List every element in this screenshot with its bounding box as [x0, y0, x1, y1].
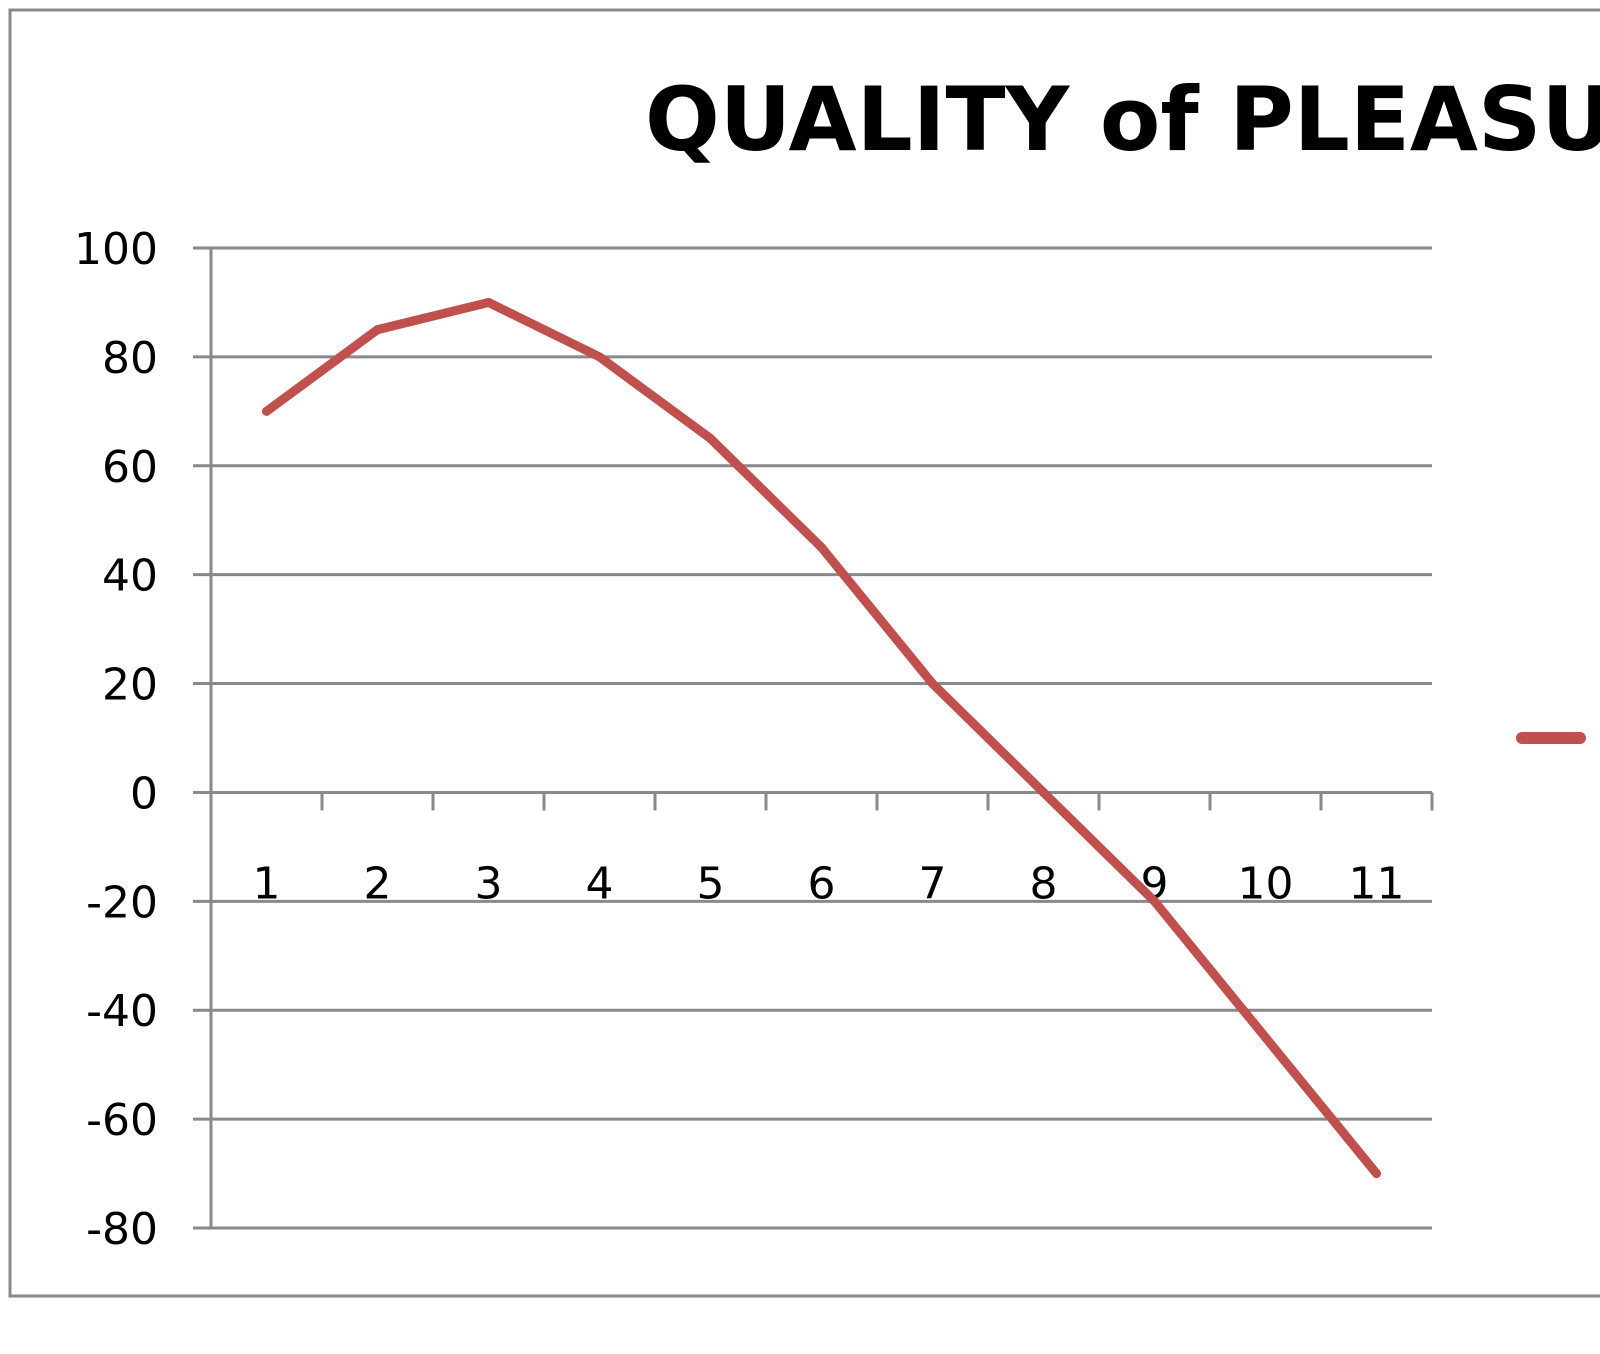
x-tick-label: 3 [475, 858, 503, 909]
x-tick-label: 11 [1349, 858, 1405, 909]
data-point [262, 406, 271, 416]
data-point [484, 297, 493, 307]
y-tick-label: 20 [102, 660, 158, 711]
data-point [1372, 1169, 1381, 1179]
x-tick-label: 2 [364, 858, 392, 909]
data-point [1039, 787, 1048, 797]
data-point [706, 434, 715, 444]
x-tick-label: 8 [1030, 858, 1058, 909]
data-point [595, 352, 604, 362]
gridlines [193, 246, 1432, 1230]
chart-title: QUALITY of PLEASURE [645, 68, 1600, 171]
y-tick-label: -20 [86, 877, 158, 928]
series [262, 297, 1381, 1179]
x-tick-label: 5 [697, 858, 725, 909]
data-point [1150, 896, 1159, 906]
y-tick-label: 40 [102, 551, 158, 602]
x-tick-labels: 1 2 3 4 5 6 7 8 9 10 11 [253, 858, 1405, 909]
data-point [1261, 1032, 1270, 1042]
y-tick-label: 100 [74, 224, 158, 275]
x-tick-label: 7 [919, 858, 947, 909]
x-tick-label: 1 [253, 858, 281, 909]
data-point [928, 679, 937, 689]
x-tick-label: 4 [586, 858, 614, 909]
data-point [817, 542, 826, 552]
y-tick-label: -60 [86, 1095, 158, 1146]
y-tick-label: 60 [102, 442, 158, 493]
y-tick-label: -80 [86, 1204, 158, 1255]
y-tick-labels: 100 80 60 40 20 0 -20 -40 -60 -80 [74, 224, 158, 1255]
x-tick-label: 6 [808, 858, 836, 909]
y-tick-label: 0 [130, 768, 158, 819]
y-tick-label: 80 [102, 333, 158, 384]
y-tick-label: -40 [86, 986, 158, 1037]
chart-frame [8, 8, 1600, 1298]
axes [193, 248, 1434, 1228]
x-tick-label: 10 [1238, 858, 1294, 909]
data-point [373, 325, 382, 335]
